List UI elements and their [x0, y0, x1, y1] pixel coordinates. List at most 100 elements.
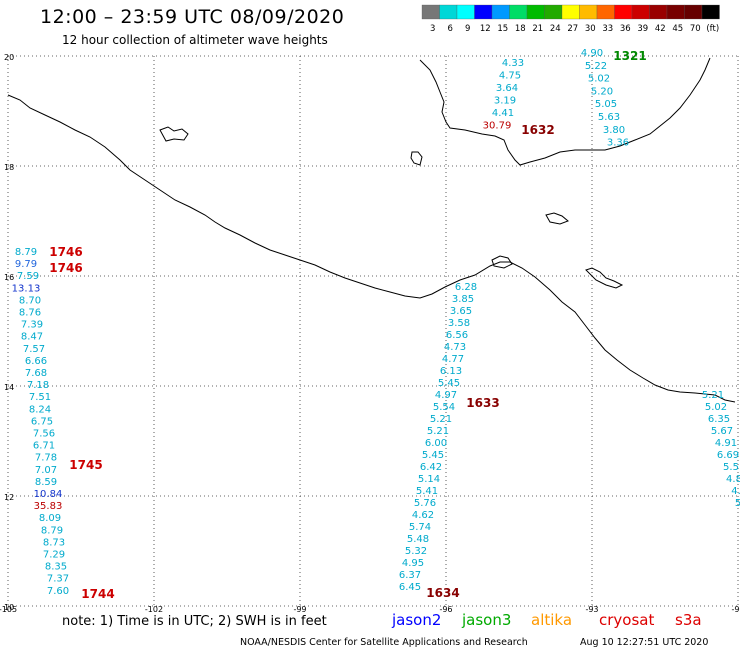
- legend-swatch: [684, 4, 703, 20]
- pass-time-label: 1633: [466, 396, 499, 410]
- legend-swatch: [421, 4, 440, 20]
- wave-height-value: 10.84: [34, 489, 63, 500]
- pass-time-label: 1632: [521, 123, 554, 137]
- wave-height-value: 6.35: [708, 414, 730, 425]
- satellite-legend-s3a: s3a: [675, 611, 702, 629]
- wave-height-value: 5.45: [438, 378, 460, 389]
- wave-height-value: 8.70: [19, 295, 41, 306]
- wave-height-value: 7.68: [25, 368, 47, 379]
- map-title: 12:00 – 23:59 UTC 08/09/2020: [40, 6, 345, 28]
- legend-swatch: [701, 4, 720, 20]
- wave-height-value: 7.51: [29, 392, 51, 403]
- wave-height-value: 6.37: [399, 570, 421, 581]
- wave-height-value: 7.37: [47, 574, 69, 585]
- wave-height-value: 3.64: [496, 83, 518, 94]
- wave-height-value: 5.76: [414, 498, 436, 509]
- legend-swatch: [439, 4, 458, 20]
- pass-time-label: 1746: [49, 261, 82, 275]
- legend-swatch: [561, 4, 580, 20]
- wave-height-value: 6.75: [31, 416, 53, 427]
- pass-time-label: 1634: [426, 586, 459, 600]
- legend-swatch: [509, 4, 528, 20]
- wave-height-value: 5.41: [416, 486, 438, 497]
- wave-height-value: 8.79: [15, 247, 37, 258]
- longitude-label: -93: [585, 605, 598, 614]
- legend-swatch: [596, 4, 615, 20]
- legend-label: 3: [430, 24, 435, 34]
- legend-label: 45: [672, 24, 683, 34]
- wave-height-value: 8.73: [43, 537, 65, 548]
- wave-height-value: 8.35: [45, 562, 67, 573]
- wave-height-value: 3.36: [607, 138, 629, 149]
- legend-label: 70: [690, 24, 701, 34]
- legend-swatch: [579, 4, 598, 20]
- legend-label: 33: [602, 24, 613, 34]
- satellite-legend-jason3: jason3: [461, 611, 511, 629]
- legend-label: 9: [465, 24, 470, 34]
- wave-height-value: 8.24: [29, 404, 51, 415]
- wave-height-value: 6.00: [425, 438, 447, 449]
- pass-time-label: 1321: [613, 49, 646, 63]
- wave-height-value: 5.63: [598, 112, 620, 123]
- wave-height-value: 5.32: [405, 546, 427, 557]
- longitude-label: -102: [145, 605, 163, 614]
- wave-height-value: 6.56: [446, 330, 468, 341]
- wave-height-value: 6.13: [440, 366, 462, 377]
- legend-swatch: [526, 4, 545, 20]
- wave-height-value: 3.65: [450, 306, 472, 317]
- wave-height-value: 7.07: [35, 465, 57, 476]
- latitude-label: 12: [4, 493, 14, 502]
- wave-height-value: 5.45: [422, 450, 444, 461]
- pass-time-labels: 1746 1746 1745 1744 1633 1634 1632 1321: [49, 49, 646, 601]
- wave-height-value: 4.90: [581, 48, 603, 59]
- legend-label: 6: [448, 24, 453, 34]
- legend-swatch: [474, 4, 493, 20]
- wave-height-value: 5.5: [723, 462, 739, 473]
- wave-height-value: 8.59: [35, 477, 57, 488]
- lat-lon-grid: 20 18 16 14 12 10-105 -102 -99 -96 -93 -90: [0, 53, 740, 614]
- wave-height-values: 8.799.797.5913.138.708.767.398.477.576.6…: [12, 48, 740, 597]
- wave-height-value: 7.18: [27, 380, 49, 391]
- legend-swatch: [491, 4, 510, 20]
- legend-label: 27: [567, 24, 578, 34]
- wave-height-value: 8.79: [41, 525, 63, 536]
- longitude-label: -96: [439, 605, 452, 614]
- wave-height-value: 6.71: [33, 441, 55, 452]
- wave-height-value: 7.59: [17, 271, 39, 282]
- wave-height-value: 7.60: [47, 586, 69, 597]
- color-legend: 3 6 9 12 15 18 21 24 27 30 33 36 39 42 45 70 (ft): [421, 4, 720, 34]
- legend-label: (ft): [706, 24, 719, 34]
- satellite-legend-cryosat: cryosat: [599, 611, 654, 629]
- legend-label: 42: [655, 24, 666, 34]
- wave-height-value: 4.8: [726, 474, 740, 485]
- wave-height-value: 5.14: [418, 474, 440, 485]
- wave-height-value: 3.19: [494, 96, 516, 107]
- legend-label: 18: [515, 24, 526, 34]
- wave-height-value: 5.02: [588, 74, 610, 85]
- wave-height-value: 5.02: [705, 402, 727, 413]
- legend-label: 30: [585, 24, 596, 34]
- coastline: [7, 57, 736, 403]
- wave-height-value: 5.21: [427, 426, 449, 437]
- legend-label: 39: [637, 24, 648, 34]
- generated-timestamp: Aug 10 12:27:51 UTC 2020: [580, 637, 708, 648]
- wave-height-value: 6.45: [399, 582, 421, 593]
- wave-height-value: 5.22: [585, 61, 607, 72]
- legend-label: 12: [480, 24, 491, 34]
- wave-height-value: 5.54: [433, 402, 455, 413]
- wave-height-value: 4.73: [444, 342, 466, 353]
- legend-label: 36: [620, 24, 631, 34]
- pass-time-label: 1746: [49, 245, 82, 259]
- wave-height-value: 13.13: [12, 283, 41, 294]
- pass-time-label: 1744: [81, 587, 114, 601]
- wave-height-value: 5.20: [591, 86, 613, 97]
- wave-height-value: 4.95: [402, 558, 424, 569]
- legend-label: 15: [497, 24, 508, 34]
- wave-height-value: 4.77: [442, 354, 464, 365]
- legend-swatch: [614, 4, 633, 20]
- wave-height-value: 8.76: [19, 308, 41, 319]
- satellite-legend-altika: altika: [531, 611, 572, 629]
- wave-height-value: 7.56: [33, 429, 55, 440]
- longitude-label: -99: [293, 605, 306, 614]
- wave-height-value: 4.: [731, 486, 740, 497]
